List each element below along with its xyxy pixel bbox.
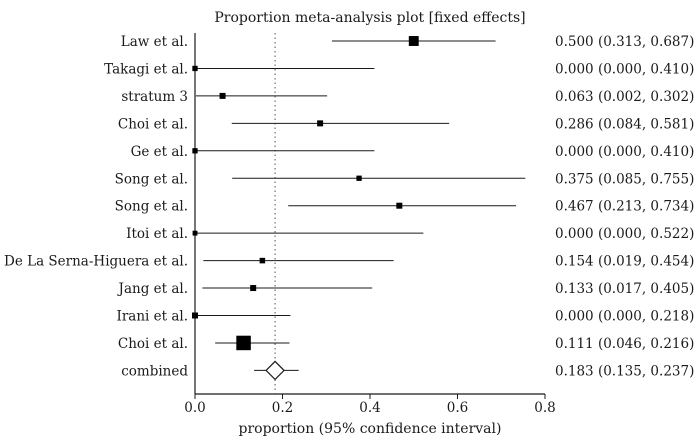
study-label: Irani et al. bbox=[116, 309, 188, 325]
point-estimate-square bbox=[192, 65, 198, 72]
point-estimate-square bbox=[317, 120, 324, 127]
combined-label: combined bbox=[121, 363, 188, 379]
point-estimate-square bbox=[396, 202, 403, 209]
study-label: Song et al. bbox=[115, 171, 188, 187]
study-label: Jang et al. bbox=[117, 281, 188, 297]
estimate-ci-text: 0.154 (0.019, 0.454) bbox=[555, 254, 694, 270]
estimate-ci-text: 0.000 (0.000, 0.522) bbox=[555, 226, 694, 242]
combined-estimate-text: 0.183 (0.135, 0.237) bbox=[555, 363, 694, 379]
study-label: Law et al. bbox=[121, 34, 188, 50]
point-estimate-square bbox=[259, 257, 266, 264]
estimate-ci-text: 0.500 (0.313, 0.687) bbox=[555, 34, 694, 50]
estimate-ci-text: 0.467 (0.213, 0.734) bbox=[555, 199, 694, 215]
x-tick-label: 0.2 bbox=[272, 400, 293, 416]
study-label: De La Serna-Higuera et al. bbox=[4, 254, 188, 270]
study-label: Song et al. bbox=[115, 199, 188, 215]
point-estimate-square bbox=[219, 92, 226, 99]
point-estimate-square bbox=[408, 36, 419, 46]
estimate-ci-text: 0.000 (0.000, 0.410) bbox=[555, 61, 694, 77]
x-tick-label: 0.4 bbox=[359, 400, 380, 416]
study-label: stratum 3 bbox=[121, 89, 188, 105]
estimate-ci-text: 0.375 (0.085, 0.755) bbox=[555, 171, 694, 187]
chart-title: Proportion meta-analysis plot [fixed eff… bbox=[214, 10, 525, 26]
study-label: Itoi et al. bbox=[126, 226, 188, 242]
estimate-ci-text: 0.286 (0.084, 0.581) bbox=[555, 116, 694, 132]
study-label: Ge et al. bbox=[131, 144, 188, 160]
point-estimate-square bbox=[250, 285, 257, 292]
estimate-ci-text: 0.111 (0.046, 0.216) bbox=[555, 336, 694, 352]
x-tick-label: 0.8 bbox=[534, 400, 555, 416]
point-estimate-square bbox=[192, 230, 198, 236]
point-estimate-square bbox=[236, 335, 251, 351]
estimate-ci-text: 0.133 (0.017, 0.405) bbox=[555, 281, 694, 297]
estimate-ci-text: 0.000 (0.000, 0.410) bbox=[555, 144, 694, 160]
study-label: Choi et al. bbox=[118, 116, 188, 132]
study-label: Choi et al. bbox=[118, 336, 188, 352]
combined-diamond bbox=[265, 360, 285, 381]
point-estimate-square bbox=[192, 148, 198, 154]
point-estimate-square bbox=[356, 175, 362, 181]
estimate-ci-text: 0.063 (0.002, 0.302) bbox=[555, 89, 694, 105]
estimate-ci-text: 0.000 (0.000, 0.218) bbox=[555, 309, 694, 325]
x-axis-label: proportion (95% confidence interval) bbox=[239, 421, 502, 437]
study-label: Takagi et al. bbox=[104, 61, 188, 77]
study-rows: Law et al. 0.500 (0.313, 0.687) Takagi et … bbox=[4, 34, 694, 381]
x-tick-label: 0.6 bbox=[447, 400, 468, 416]
x-axis: 0.0 0.2 0.4 0.6 0.8 bbox=[184, 33, 556, 416]
point-estimate-square bbox=[192, 312, 198, 319]
x-tick-label: 0.0 bbox=[184, 400, 205, 416]
